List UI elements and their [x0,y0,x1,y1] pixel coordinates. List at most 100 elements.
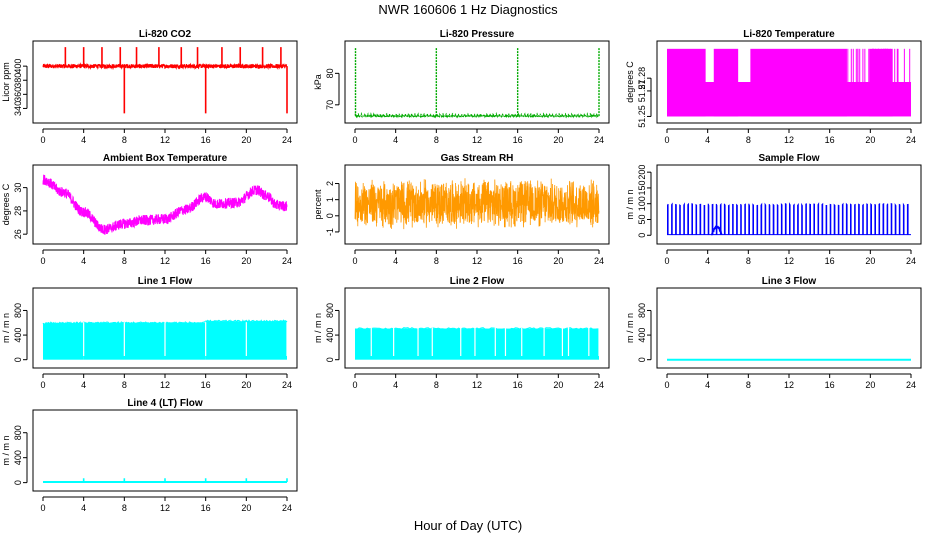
x-tick-label: 4 [81,503,86,513]
plot-frame [32,409,298,492]
x-tick-label: 12 [160,256,170,266]
y-tick-label: 400 [637,328,647,343]
x-tick-label: 20 [865,380,875,390]
y-axis-label: m / m n [625,313,635,343]
series-line [354,178,600,230]
x-tick-label: 0 [352,256,357,266]
series [354,178,600,230]
x-tick-label: 4 [81,380,86,390]
x-tick-label: 8 [746,135,751,145]
x-tick-label: 12 [160,380,170,390]
band-high [713,48,739,117]
y-tick-label: 200 [637,165,647,180]
y-tick-label: 1 [325,197,335,202]
y-tick-label: 0 [13,480,23,485]
y-tick-label: 400 [13,328,23,343]
x-tick-label: 12 [784,256,794,266]
y-axis-label: m / m n [625,189,635,219]
y-tick-label: 100 [637,196,647,211]
panel-title: Line 3 Flow [762,276,817,287]
flow-top-edge [83,321,206,325]
x-tick-label: 24 [282,135,292,145]
x-tick-label: 4 [81,256,86,266]
x-tick-label: 24 [906,256,916,266]
y-tick-label: 800 [637,303,647,318]
y-tick-label: 0 [13,357,23,362]
band-high [667,48,706,117]
x-tick-label: 20 [241,503,251,513]
y-tick-label: 800 [13,303,23,318]
panel-title: Ambient Box Temperature [103,153,228,164]
x-tick-label: 8 [434,256,439,266]
plot-frame [656,164,922,245]
plot-frame [344,164,610,245]
series-line [42,174,288,235]
x-tick-label: 12 [472,380,482,390]
x-tick-label: 16 [201,256,211,266]
x-tick-label: 16 [825,380,835,390]
panel-title: Li-820 Pressure [440,29,515,40]
x-tick-label: 20 [865,135,875,145]
x-tick-label: 16 [201,135,211,145]
series [42,174,288,235]
y-tick-label: 360 [13,87,23,102]
x-tick-label: 12 [472,135,482,145]
y-tick-label: 51.28 [637,67,647,90]
y-tick-label: 50 [637,214,647,224]
x-tick-label: 16 [201,380,211,390]
series-line [42,62,288,71]
x-tick-label: 8 [122,256,127,266]
x-tick-label: 24 [906,135,916,145]
y-tick-label: 800 [325,303,335,318]
series [354,327,600,360]
panel-3: Li-820 Temperature 0 4 8 12 16 20 24 51.25 51.275… [625,29,922,145]
x-tick-label: 16 [825,135,835,145]
x-tick-label: 24 [906,380,916,390]
y-tick-label: 0 [325,213,335,218]
x-tick-label: 20 [241,380,251,390]
panel-title: Sample Flow [758,153,819,164]
series [354,48,600,119]
panel-title: Li-820 CO2 [139,29,192,40]
x-tick-label: 24 [282,503,292,513]
flow-block [43,323,84,360]
plot-frame [656,40,922,124]
panel-title: Li-820 Temperature [743,29,835,40]
plot-frame [32,164,298,245]
x-tick-label: 8 [434,380,439,390]
x-tick-label: 12 [472,256,482,266]
series [42,319,288,360]
x-tick-label: 8 [746,256,751,266]
series-line [354,111,600,119]
x-tick-label: 12 [784,380,794,390]
x-tick-label: 0 [40,380,45,390]
x-tick-label: 20 [553,380,563,390]
plot-frame [32,40,298,124]
x-tick-label: 20 [553,135,563,145]
y-tick-label: 380 [13,73,23,88]
y-tick-label: 800 [13,425,23,440]
y-axis-label: m / m n [313,313,323,343]
x-tick-label: 16 [513,380,523,390]
x-tick-label: 8 [746,380,751,390]
x-tick-label: 8 [434,135,439,145]
y-axis-label: kPa [313,74,323,90]
y-tick-label: 70 [325,100,335,110]
y-tick-label: 2 [325,181,335,186]
flow-block [355,328,599,360]
x-tick-label: 8 [122,503,127,513]
band-high [750,48,847,117]
y-tick-label: 80 [325,68,335,78]
x-tick-label: 24 [282,256,292,266]
y-tick-label: 0 [637,233,647,238]
y-tick-label: 30 [13,183,23,193]
y-tick-label: 400 [325,328,335,343]
x-tick-label: 20 [553,256,563,266]
y-tick-label: 400 [13,450,23,465]
